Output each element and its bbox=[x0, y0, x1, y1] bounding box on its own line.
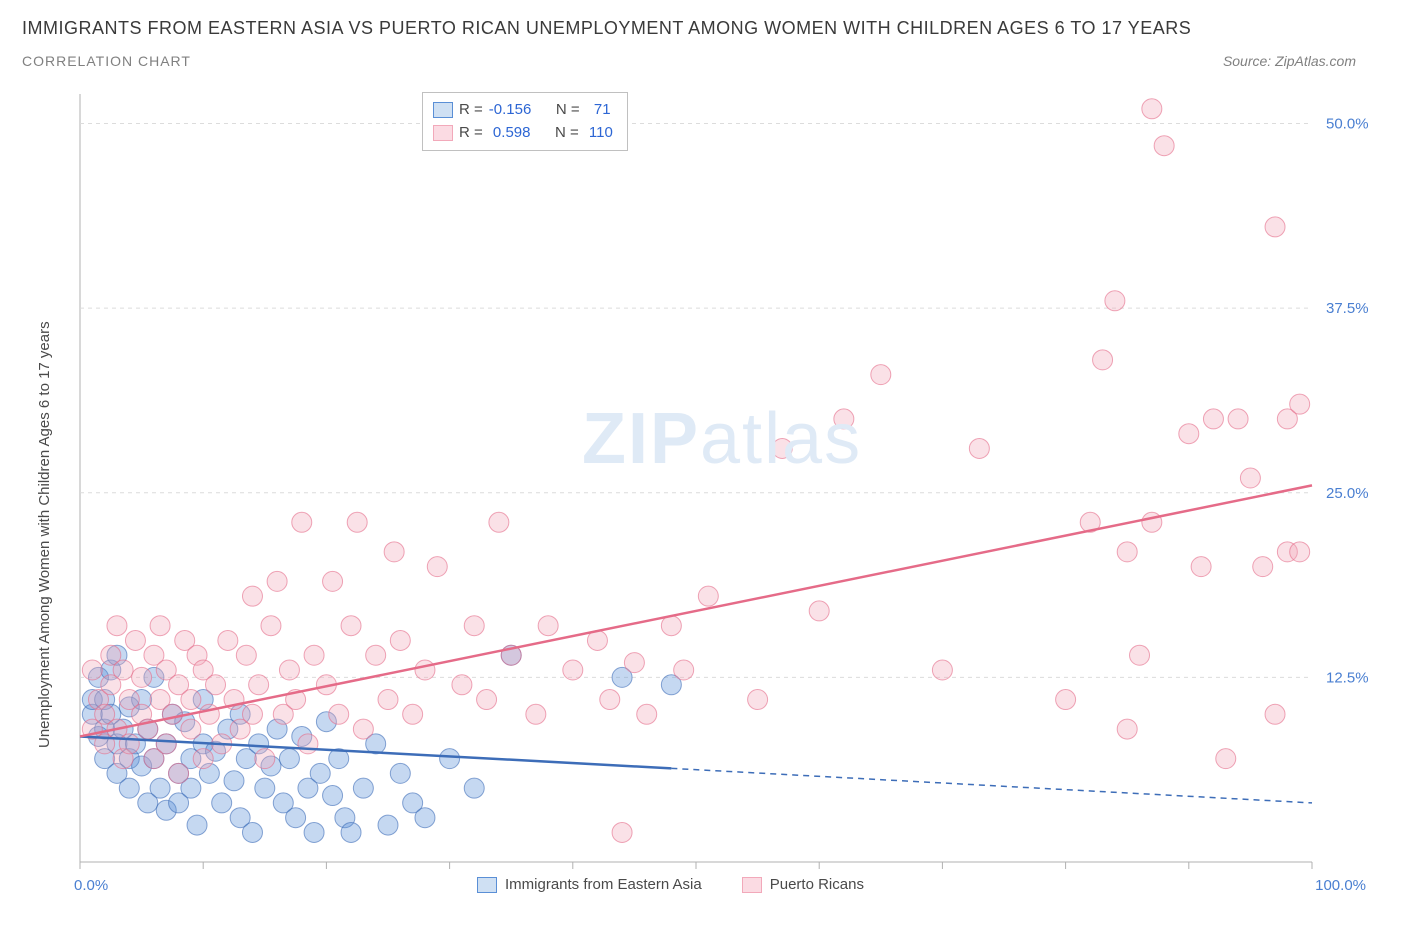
svg-text:100.0%: 100.0% bbox=[1315, 877, 1366, 894]
correlation-chart: Unemployment Among Women with Children A… bbox=[22, 88, 1382, 908]
legend-swatch-a bbox=[477, 877, 497, 893]
svg-text:25.0%: 25.0% bbox=[1326, 485, 1369, 502]
svg-text:37.5%: 37.5% bbox=[1326, 300, 1369, 317]
swatch-series-b bbox=[433, 125, 453, 141]
svg-text:0.0%: 0.0% bbox=[74, 877, 108, 894]
swatch-series-a bbox=[433, 102, 453, 118]
stat-row-series-a: R = -0.156 N = 71 bbox=[433, 99, 613, 122]
legend-label-a: Immigrants from Eastern Asia bbox=[505, 876, 702, 893]
legend-label-b: Puerto Ricans bbox=[770, 876, 864, 893]
subtitle: CORRELATION CHART bbox=[22, 53, 191, 69]
legend-item-series-a: Immigrants from Eastern Asia bbox=[477, 876, 702, 893]
legend-item-series-b: Puerto Ricans bbox=[742, 876, 864, 893]
page-title: IMMIGRANTS FROM EASTERN ASIA VS PUERTO R… bbox=[22, 18, 1384, 39]
source-attr: Source: ZipAtlas.com bbox=[1223, 53, 1384, 69]
svg-text:50.0%: 50.0% bbox=[1326, 116, 1369, 133]
legend-swatch-b bbox=[742, 877, 762, 893]
stat-box: R = -0.156 N = 71 R = 0.598 N = 110 bbox=[422, 92, 628, 151]
stat-row-series-b: R = 0.598 N = 110 bbox=[433, 122, 613, 145]
svg-text:12.5%: 12.5% bbox=[1326, 669, 1369, 686]
bottom-legend: Immigrants from Eastern Asia Puerto Rica… bbox=[477, 876, 864, 893]
